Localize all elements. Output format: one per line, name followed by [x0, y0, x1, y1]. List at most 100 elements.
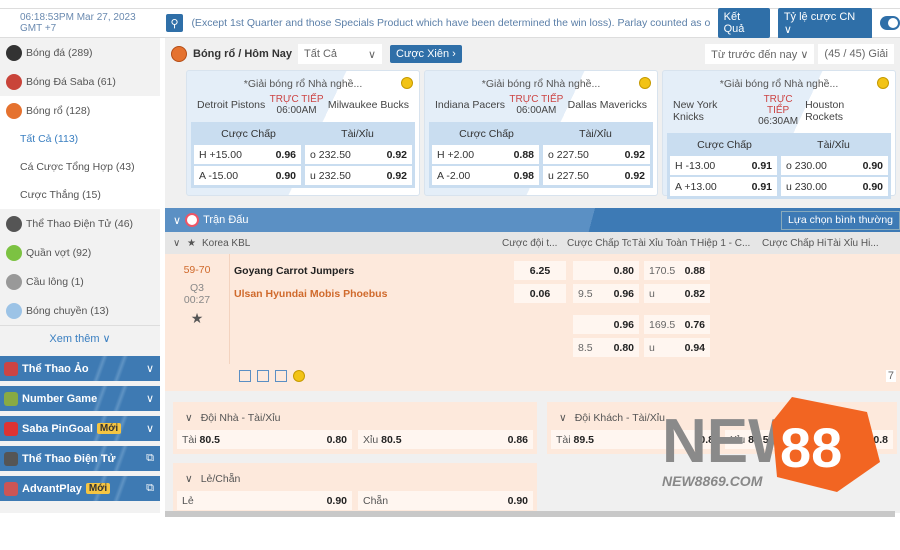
market-odds-cell[interactable]: Chẵn 0.90 [358, 491, 533, 510]
search-button[interactable]: ⚲ [165, 14, 184, 32]
market-title[interactable]: ∨ Lẻ/Chẵn [173, 463, 537, 485]
sidebar-item-label: Quần vợt (92) [26, 246, 92, 259]
odds-cell[interactable]: 9.5 0.96 [573, 284, 639, 303]
chevron-down-icon[interactable]: ∨ [145, 393, 154, 405]
sidebar-subitem[interactable]: Tất Cả (113) [0, 125, 160, 153]
odds-option-button[interactable]: Lựa chọn bình thường [780, 210, 900, 230]
match-card[interactable]: *Giải bóng rổ Nhà nghề... Indiana Pacers T… [424, 70, 658, 196]
results-button[interactable]: Kết Quả [717, 8, 770, 38]
market-odds-cell[interactable]: Tài 89.5 0.8 [551, 430, 719, 449]
odds-cell[interactable]: 8.5 0.80 [573, 338, 639, 357]
market-odds-cell[interactable]: Tài 80.5 0.80 [177, 430, 352, 449]
selection: Xỉu 80.5 [363, 434, 402, 446]
odds-cell[interactable]: o 227.50 0.92 [543, 145, 650, 164]
odds-line: 8.5 [578, 341, 593, 354]
odds-price: 0.82 [684, 287, 705, 300]
odds-cell[interactable]: 169.5 0.76 [644, 315, 710, 334]
chevron-down-icon[interactable]: ∨ [185, 412, 193, 424]
calendar-icon[interactable] [257, 370, 269, 382]
odds-cell[interactable]: o 232.50 0.92 [305, 145, 412, 164]
odds-cell[interactable]: 0.06 [514, 284, 566, 303]
odds-cell[interactable]: H +2.00 0.88 [432, 145, 539, 164]
match-section-header[interactable]: ∨ Trận Đấu Lựa chọn bình thường [165, 208, 900, 232]
odds-cell[interactable]: H -13.00 0.91 [670, 156, 777, 175]
sidebar-item[interactable]: Bóng đá (289) [0, 38, 160, 67]
sidebar-item[interactable]: Thể Thao Điện Tử (46) [0, 209, 160, 238]
sort-select[interactable]: Từ trước đến nay ∨ [705, 44, 815, 64]
selection-price: 0.80 [326, 433, 347, 446]
odds-cell[interactable]: o 230.00 0.90 [781, 156, 888, 175]
collapse-chevron-icon[interactable]: ∨ [173, 237, 181, 249]
collapse-chevron-icon[interactable]: ∨ [173, 214, 182, 227]
odds-cell[interactable]: u 0.82 [644, 284, 710, 303]
live-status: TRỰC TIẾP 06:00AM [509, 94, 563, 116]
odds-cell[interactable]: 6.25 [514, 261, 566, 280]
odds-cell[interactable]: u 232.50 0.92 [305, 166, 412, 185]
odds-cell[interactable]: A -15.00 0.90 [194, 166, 301, 185]
odds-price: 0.92 [386, 169, 407, 182]
chevron-down-icon[interactable]: ∨ [145, 423, 154, 435]
odds-box: Cược Chấp Tài/Xỉu H -13.00 0.91 o 230.00 0.90… [667, 133, 891, 199]
market-title[interactable]: ∨ Đội Khách - Tài/Xỉu [547, 402, 897, 424]
odds-cell[interactable]: 170.5 0.88 [644, 261, 710, 280]
more-markets-count[interactable]: 7 [885, 370, 896, 382]
list-icon[interactable] [239, 370, 251, 382]
odds-cell[interactable]: 0.96 [573, 315, 639, 334]
chevron-down-icon[interactable]: ∨ [185, 473, 193, 485]
odds-cell[interactable]: A -2.00 0.98 [432, 166, 539, 185]
page-title: Bóng rổ / Hôm Nay [193, 48, 293, 60]
odds-cell[interactable]: 0.80 [573, 261, 639, 280]
league-count-select[interactable]: (45 / 45) Giải [818, 44, 894, 64]
market-odds-cell[interactable]: Lẻ 0.90 [177, 491, 352, 510]
sidebar-item[interactable]: Bóng rổ (128) [0, 96, 160, 125]
market-odds-cell[interactable]: Xỉu 80.5 0.86 [358, 430, 533, 449]
sidebar-product-1[interactable]: Number Game ∨ [0, 386, 160, 411]
match-card[interactable]: *Giải bóng rổ Nhà nghề... Detroit Pistons… [186, 70, 420, 196]
selection: Tài 80.5 [182, 434, 220, 446]
toggle-switch[interactable] [880, 16, 900, 30]
odds-header: Cược Chấp Tài/Xỉu [670, 136, 888, 154]
star-icon[interactable]: ★ [187, 237, 196, 249]
match-row: 59-70 Q3 00:27 ★ Goyang Carrot Jumpers U… [165, 254, 900, 391]
horizontal-scrollbar[interactable] [165, 511, 895, 517]
external-link-icon[interactable]: ⧉ [146, 482, 154, 494]
external-link-icon[interactable]: ⧉ [146, 452, 154, 464]
favorite-star-icon[interactable]: ★ [190, 310, 204, 326]
sidebar-subitem[interactable]: Cược Thắng (15) [0, 181, 160, 209]
sidebar-subitem[interactable]: Cá Cược Tổng Hợp (43) [0, 153, 160, 181]
sidebar-product-2[interactable]: Saba PinGoal Mới ∨ [0, 416, 160, 441]
sidebar-item[interactable]: Bóng Đá Saba (61) [0, 67, 160, 96]
chevron-down-icon[interactable]: ∨ [145, 363, 154, 375]
odds-type-select[interactable]: Tỷ lệ cược CN ∨ [777, 7, 873, 39]
market-title[interactable]: ∨ Đội Nhà - Tài/Xỉu [173, 402, 537, 424]
sidebar-item[interactable]: Cầu lông (1) [0, 267, 160, 296]
product-label: AdvantPlay [22, 482, 82, 495]
logo-url: NEW8869.COM [662, 473, 763, 489]
odds-cell[interactable]: H +15.00 0.96 [194, 145, 301, 164]
filter-select[interactable]: Tất Cả ∨ [298, 44, 383, 64]
away-team: Houston Rockets [805, 98, 845, 123]
match-card[interactable]: *Giải bóng rổ Nhà nghề... New York Knicks… [662, 70, 896, 199]
league-header-row: ∨ ★ Korea KBL Cược đội t... Cược Chấp To.… [165, 232, 900, 254]
odds-cell[interactable]: u 0.94 [644, 338, 710, 357]
parlay-button[interactable]: Cược Xiên › [390, 45, 462, 63]
stats-icon[interactable] [275, 370, 287, 382]
chevron-down-icon[interactable]: ∨ [559, 412, 567, 424]
sidebar-product-3[interactable]: Thể Thao Điện Tử ⧉ [0, 446, 160, 471]
cashout-coin-icon[interactable] [293, 370, 305, 382]
odds-cell[interactable]: A +13.00 0.91 [670, 177, 777, 196]
show-more-link[interactable]: Xem thêm ∨ [0, 325, 160, 351]
product-label: Thể Thao Ảo [22, 362, 89, 375]
odds-line: u [649, 341, 655, 354]
sidebar-item[interactable]: Quần vợt (92) [0, 238, 160, 267]
sidebar-product-4[interactable]: AdvantPlay Mới ⧉ [0, 476, 160, 501]
toolbar: Bóng rổ / Hôm Nay Tất Cả ∨ Cược Xiên › Từ… [165, 38, 900, 70]
sport-icon [6, 273, 22, 290]
column-header: Cược Chấp Hi... [761, 237, 826, 249]
period: Q3 [189, 282, 204, 294]
odds-cell[interactable]: u 230.00 0.90 [781, 177, 888, 196]
sidebar-item[interactable]: Bóng chuyền (13) [0, 296, 160, 325]
match-tools [239, 370, 305, 382]
sidebar-product-0[interactable]: Thể Thao Ảo ∨ [0, 356, 160, 381]
odds-cell[interactable]: u 227.50 0.92 [543, 166, 650, 185]
